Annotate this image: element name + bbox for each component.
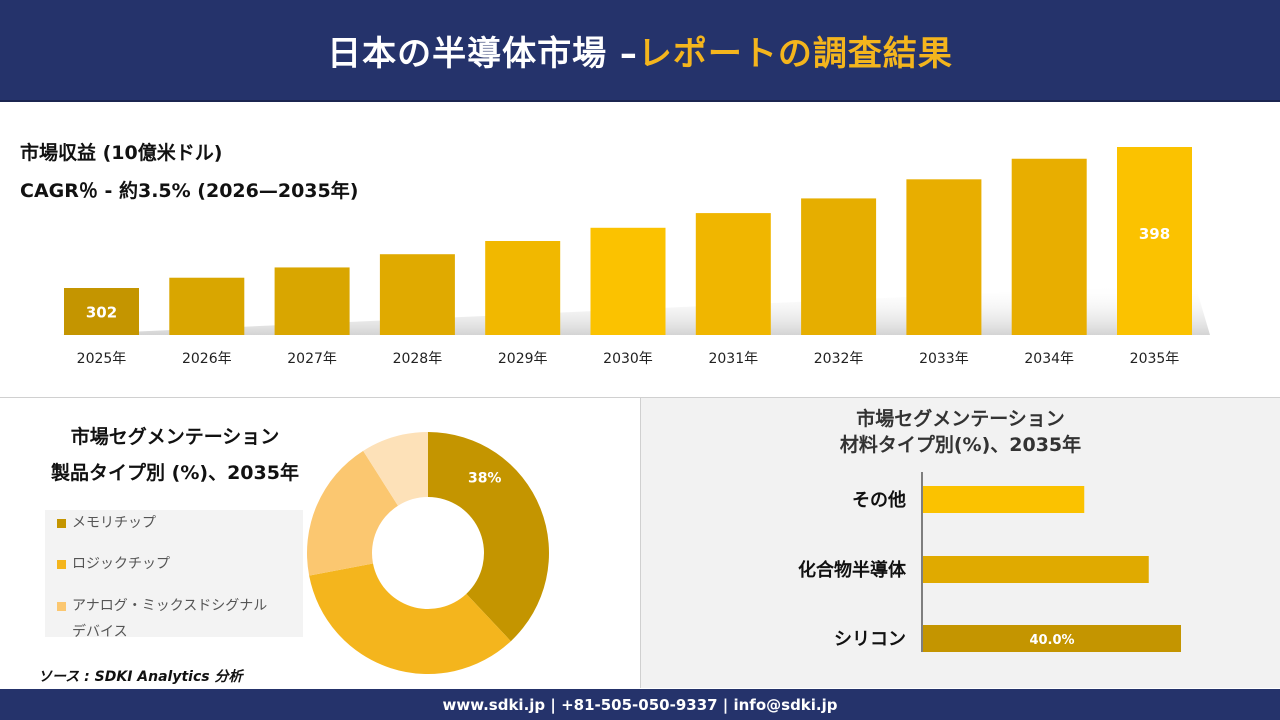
- revenue-bar: [1011, 158, 1087, 335]
- year-tick-label: 2035年: [1130, 351, 1180, 367]
- year-tick-label: 2032年: [814, 351, 864, 367]
- title-accent: レポートの調査結果: [637, 33, 953, 74]
- legend-label-analog: アナログ・ミックスドシグナル デバイス: [72, 593, 302, 645]
- donut-slice: [363, 432, 428, 506]
- revenue-bar: [64, 288, 139, 335]
- material-bar: [923, 556, 1149, 583]
- material-segment-title: 市場セグメンテーション: [856, 408, 1065, 430]
- legend-swatch-memory: [57, 519, 66, 528]
- material-category-label: その他: [852, 489, 906, 511]
- revenue-bar: [485, 241, 561, 335]
- year-tick-label: 2033年: [919, 351, 969, 367]
- year-tick-label: 2031年: [708, 351, 758, 367]
- material-segment-subtitle: 材料タイプ別(%)、2035年: [839, 434, 1082, 456]
- revenue-bar: [695, 213, 771, 335]
- material-bar: [923, 625, 1181, 652]
- donut-slice: [307, 450, 398, 576]
- revenue-bar: [906, 179, 982, 335]
- title-main: 日本の半導体市場 –: [327, 33, 638, 74]
- section-divider: [0, 397, 1280, 398]
- legend-label-analog-line2: デバイス: [72, 624, 128, 640]
- product-donut-chart: 38%: [307, 432, 549, 674]
- material-bar: [923, 486, 1085, 513]
- donut-slice: [309, 563, 511, 674]
- panel-divider: [640, 398, 641, 688]
- product-segment-subtitle: 製品タイプ別 (%)、2035年: [51, 462, 299, 484]
- revenue-bar: [590, 227, 666, 335]
- legend-label-analog-line1: アナログ・ミックスドシグナル: [72, 598, 268, 614]
- footer-banner: www.sdki.jp | +81-505-050-9337 | info@sd…: [0, 689, 1280, 720]
- header-banner: 日本の半導体市場 –レポートの調査結果: [0, 0, 1280, 102]
- legend-item-analog: アナログ・ミックスドシグナル デバイス: [57, 593, 302, 645]
- legend-item-memory: メモリチップ: [57, 510, 156, 536]
- revenue-bar: [1117, 147, 1192, 335]
- year-tick-label: 2034年: [1024, 351, 1074, 367]
- legend-label-memory: メモリチップ: [72, 515, 156, 531]
- legend-item-logic: ロジックチップ: [57, 551, 170, 577]
- year-tick-label: 2030年: [603, 351, 653, 367]
- year-tick-label: 2028年: [393, 351, 443, 367]
- revenue-label: 市場収益 (10億米ドル): [20, 142, 223, 164]
- material-category-label: 化合物半導体: [798, 559, 907, 581]
- legend-label-logic: ロジックチップ: [72, 556, 170, 572]
- product-segment-title: 市場セグメンテーション: [70, 426, 280, 448]
- cagr-label: CAGR％ - 約3.5% (2026—2035年): [20, 180, 359, 202]
- revenue-bar: [379, 254, 455, 335]
- material-category-label: シリコン: [834, 629, 906, 650]
- material-value-label: 40.0%: [1029, 633, 1074, 648]
- legend-swatch-logic: [57, 560, 66, 569]
- page-title: 日本の半導体市場 –レポートの調査結果: [327, 26, 953, 75]
- revenue-bar: [169, 277, 245, 335]
- revenue-bar: [274, 267, 350, 335]
- revenue-bar-chart: 2025年 302 2026年 2027年 2028年 2029年 2030年 2031年 20…: [60, 147, 1210, 367]
- source-note: ソース : SDKI Analytics 分析: [38, 669, 243, 685]
- contact-info: www.sdki.jp | +81-505-050-9337 | info@sd…: [442, 695, 838, 714]
- pie-legend: メモリチップ ロジックチップ アナログ・ミックスドシグナル デバイス: [45, 510, 303, 640]
- year-tick-label: 2027年: [287, 351, 337, 367]
- legend-swatch-analog: [57, 602, 66, 611]
- slice-percent-label: 38%: [468, 470, 502, 486]
- year-tick-label: 2029年: [498, 351, 548, 367]
- year-tick-label: 2025年: [77, 351, 127, 367]
- bar-value-label: 302: [86, 304, 117, 322]
- bar-value-label: 398: [1139, 225, 1170, 243]
- donut-slice: [428, 432, 549, 642]
- year-tick-label: 2026年: [182, 351, 232, 367]
- revenue-bar: [801, 198, 877, 335]
